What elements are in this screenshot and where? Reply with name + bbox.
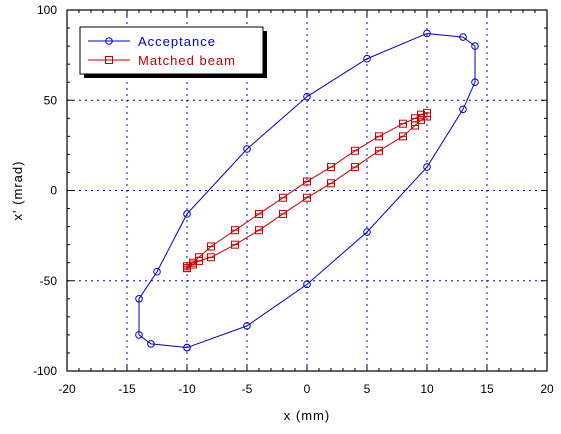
legend-label: Acceptance	[138, 34, 216, 49]
y-tick-label: 100	[37, 3, 57, 17]
x-tick-label: -5	[242, 382, 253, 396]
series	[135, 29, 479, 352]
data-point	[303, 280, 311, 289]
data-point	[471, 78, 479, 86]
data-point	[147, 340, 155, 348]
data-point	[423, 29, 431, 38]
data-point	[243, 322, 251, 330]
x-tick-label: 0	[304, 382, 311, 396]
x-axis-label: x (mm)	[284, 408, 330, 423]
x-tick-label: -15	[118, 382, 136, 396]
x-tick-label: -10	[178, 382, 196, 396]
data-point	[363, 228, 371, 236]
data-point	[243, 145, 251, 153]
y-tick-label: 50	[44, 93, 58, 107]
legend-entry: Matched beam	[88, 53, 236, 68]
data-point	[135, 295, 143, 303]
legend-entry: Acceptance	[88, 34, 216, 49]
plot-frame	[66, 9, 548, 372]
x-tick-label: 20	[540, 382, 554, 396]
series-line	[138, 32, 476, 349]
y-tick-label: -100	[33, 364, 57, 378]
legend-label: Matched beam	[138, 53, 236, 68]
series-matched-beam	[183, 108, 431, 273]
x-tick-label: -20	[58, 382, 76, 396]
y-tick-label: -50	[40, 274, 58, 288]
data-point	[459, 105, 467, 114]
y-axis-label: x' (mrad)	[10, 161, 25, 221]
y-tick-label: 0	[50, 184, 57, 198]
legend-marker	[105, 56, 113, 64]
legend-marker	[105, 37, 113, 45]
data-point	[363, 54, 371, 63]
data-point	[303, 92, 311, 101]
x-tick-label: 10	[420, 382, 434, 396]
data-point	[153, 267, 161, 276]
series-acceptance	[135, 29, 479, 352]
x-tick-label: 15	[480, 382, 494, 396]
legend-box	[79, 26, 264, 75]
data-point	[423, 163, 431, 171]
data-point	[183, 210, 191, 218]
data-point	[135, 331, 143, 339]
x-tick-label: 5	[364, 382, 371, 396]
data-point	[183, 343, 191, 352]
data-point	[471, 42, 479, 50]
legend-entries: Acceptance Matched beam	[88, 34, 236, 68]
data-point	[459, 33, 467, 41]
legend: Acceptance Matched beam	[79, 26, 267, 78]
